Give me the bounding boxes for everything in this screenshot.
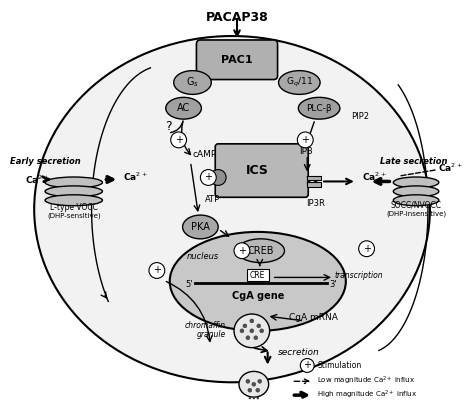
Text: nucleus: nucleus: [187, 252, 219, 261]
Ellipse shape: [45, 186, 102, 197]
Ellipse shape: [393, 186, 439, 197]
Ellipse shape: [240, 329, 244, 333]
Ellipse shape: [246, 379, 250, 383]
Text: CgA mRNA: CgA mRNA: [289, 314, 337, 322]
Text: +: +: [204, 173, 212, 183]
Text: G$_q$/11: G$_q$/11: [286, 76, 313, 89]
Text: chromaffin: chromaffin: [185, 322, 226, 330]
Ellipse shape: [243, 324, 247, 328]
Text: PKA: PKA: [191, 222, 210, 232]
Ellipse shape: [249, 397, 251, 399]
Text: transcription: transcription: [335, 271, 383, 280]
Text: (DHP-sensitive): (DHP-sensitive): [47, 213, 100, 219]
Bar: [247, 269, 269, 281]
Ellipse shape: [256, 397, 259, 399]
Ellipse shape: [298, 97, 340, 119]
Text: Low magnitude Ca$^{2+}$ influx: Low magnitude Ca$^{2+}$ influx: [317, 375, 415, 387]
Ellipse shape: [45, 195, 102, 206]
Text: +: +: [153, 265, 161, 276]
Text: secretion: secretion: [278, 348, 319, 357]
Ellipse shape: [201, 170, 216, 185]
Text: PLC-β: PLC-β: [306, 104, 332, 113]
Ellipse shape: [45, 177, 102, 188]
Ellipse shape: [260, 329, 264, 333]
Text: 3': 3': [329, 280, 337, 289]
Text: Ca$^{2+}$: Ca$^{2+}$: [25, 173, 50, 186]
Text: +: +: [238, 246, 246, 256]
Text: Early secretion: Early secretion: [10, 157, 81, 166]
Ellipse shape: [34, 36, 430, 382]
Text: ICS: ICS: [246, 164, 269, 177]
Text: +: +: [174, 135, 182, 145]
FancyBboxPatch shape: [215, 144, 308, 197]
Ellipse shape: [250, 329, 254, 333]
Text: G$_s$: G$_s$: [186, 76, 199, 89]
Text: PACAP38: PACAP38: [206, 11, 268, 24]
Ellipse shape: [359, 241, 374, 257]
Ellipse shape: [234, 243, 250, 259]
Ellipse shape: [182, 215, 218, 239]
Text: SOCC/NVOCC: SOCC/NVOCC: [391, 201, 442, 210]
Text: CRE: CRE: [250, 271, 265, 280]
Ellipse shape: [297, 132, 313, 148]
Ellipse shape: [301, 358, 314, 372]
Text: CgA gene: CgA gene: [232, 291, 284, 301]
Text: CREB: CREB: [247, 246, 274, 256]
Text: +: +: [303, 360, 311, 370]
Text: Ca$^{2+}$: Ca$^{2+}$: [362, 170, 387, 183]
Ellipse shape: [253, 397, 255, 399]
Ellipse shape: [254, 336, 258, 340]
Ellipse shape: [239, 371, 269, 397]
Ellipse shape: [171, 132, 187, 148]
Text: L-type VOCC: L-type VOCC: [50, 203, 98, 212]
Text: cAMP: cAMP: [192, 150, 217, 159]
Text: 5': 5': [185, 280, 192, 289]
Text: Ca$^{2+}$: Ca$^{2+}$: [123, 170, 148, 183]
Ellipse shape: [250, 319, 254, 323]
Ellipse shape: [393, 177, 439, 188]
Text: IP3R: IP3R: [306, 199, 325, 208]
Ellipse shape: [256, 388, 260, 392]
Ellipse shape: [393, 195, 439, 206]
Ellipse shape: [210, 170, 226, 185]
Text: PAC1: PAC1: [221, 55, 253, 65]
Text: +: +: [363, 244, 371, 254]
Text: PIP2: PIP2: [351, 112, 369, 121]
Ellipse shape: [257, 324, 261, 328]
Text: +: +: [301, 135, 309, 145]
Text: (DHP-insensitive): (DHP-insensitive): [386, 211, 446, 217]
Text: ATP: ATP: [205, 195, 220, 204]
Ellipse shape: [279, 71, 320, 95]
Text: Late secretion: Late secretion: [380, 157, 448, 166]
Ellipse shape: [258, 379, 262, 383]
Bar: [307, 175, 321, 181]
Ellipse shape: [173, 71, 211, 95]
Ellipse shape: [246, 336, 250, 340]
Ellipse shape: [248, 388, 252, 392]
Text: Stimulation: Stimulation: [317, 361, 361, 370]
Bar: [307, 183, 321, 187]
Text: Ca$^{2+}$: Ca$^{2+}$: [438, 161, 463, 174]
FancyBboxPatch shape: [196, 40, 278, 80]
Ellipse shape: [234, 314, 270, 348]
Ellipse shape: [170, 232, 346, 331]
Ellipse shape: [166, 97, 201, 119]
Text: IP3: IP3: [299, 147, 313, 156]
Ellipse shape: [237, 239, 284, 263]
Text: ?: ?: [165, 120, 172, 133]
Text: AC: AC: [177, 103, 190, 113]
Text: High magnitude Ca$^{2+}$ influx: High magnitude Ca$^{2+}$ influx: [317, 389, 418, 401]
Text: granule: granule: [197, 330, 226, 339]
Ellipse shape: [149, 263, 165, 278]
Ellipse shape: [252, 382, 256, 386]
